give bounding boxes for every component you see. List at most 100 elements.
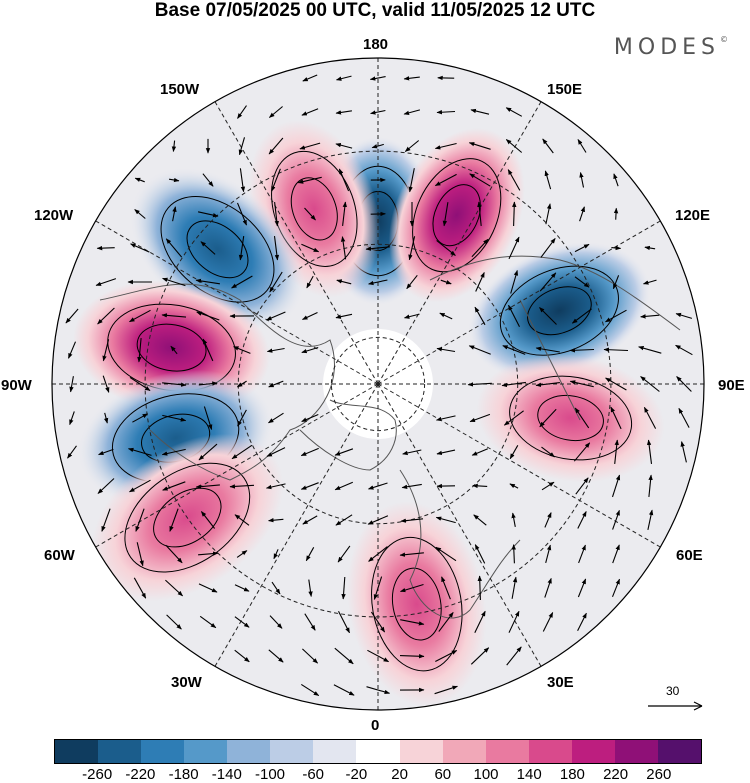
coastlines xyxy=(99,255,681,619)
wind-arrow xyxy=(539,307,557,325)
wind-arrow xyxy=(441,576,451,600)
wind-arrow xyxy=(161,448,186,456)
wind-arrow xyxy=(265,483,286,490)
colorbar-tick-label: -20 xyxy=(345,766,368,783)
wind-arrow xyxy=(399,654,425,659)
wind-arrow xyxy=(367,482,388,490)
wind-arrow xyxy=(67,445,77,459)
wind-arrow xyxy=(640,314,660,319)
wind-arrow xyxy=(474,306,486,326)
wind-arrow xyxy=(577,511,587,529)
wind-arrow xyxy=(271,581,281,595)
wind-arrow xyxy=(67,341,77,359)
colorbar-swatch xyxy=(270,740,314,763)
wind-arrow xyxy=(129,376,151,392)
wind-arrow xyxy=(605,377,627,391)
wind-arrow xyxy=(130,243,150,253)
wind-arrow xyxy=(169,508,179,532)
meridian-line xyxy=(377,383,542,667)
colorbar-tick-label: 60 xyxy=(434,766,452,783)
colorbar-swatch xyxy=(313,740,357,763)
wind-arrow xyxy=(509,483,519,489)
colorbar-tick-label: 260 xyxy=(646,766,672,783)
wind-arrow xyxy=(507,169,521,191)
wind-arrow xyxy=(574,407,590,429)
wind-arrow xyxy=(102,375,110,393)
wind-arrow xyxy=(129,309,151,323)
circulation-streamline xyxy=(290,177,338,241)
wind-arrow xyxy=(508,304,520,327)
colorbar xyxy=(54,739,702,764)
wind-arrow xyxy=(195,278,220,285)
wind-arrow xyxy=(368,546,388,562)
wind-arrow xyxy=(166,614,182,630)
wind-arrow xyxy=(234,514,250,526)
wind-arrow xyxy=(366,686,391,695)
wind-arrow xyxy=(308,579,313,597)
wind-arrow xyxy=(334,448,354,456)
wind-arrow xyxy=(610,406,622,430)
wind-arrow xyxy=(571,308,592,324)
colorbar-swatch xyxy=(528,740,572,763)
map-boundary xyxy=(51,57,705,711)
wind-arrow xyxy=(96,245,115,251)
wind-arrow xyxy=(439,312,453,320)
colorbar-swatch xyxy=(571,740,615,763)
wind-arrow xyxy=(544,170,552,190)
wind-arrow xyxy=(408,236,416,261)
colorbar-ticks: -260 -220 -180 -140 -100 -60 -20 20 60 100 140 180 2… xyxy=(54,766,702,783)
wind-arrow xyxy=(611,578,621,598)
wind-arrow xyxy=(198,381,218,386)
wind-arrow xyxy=(365,246,390,251)
wind-arrow xyxy=(300,447,319,457)
colorbar-swatch xyxy=(399,740,443,763)
coastline-europe xyxy=(399,469,521,619)
wind-arrow xyxy=(367,649,390,663)
wind-arrow xyxy=(471,448,489,456)
wind-arrow xyxy=(136,542,144,567)
wind-arrow xyxy=(474,544,486,564)
meridian-line xyxy=(214,101,379,385)
wind-arrow xyxy=(103,412,109,424)
label-120w: 120W xyxy=(34,207,74,224)
wind-arrow xyxy=(470,108,490,115)
wind-arrow xyxy=(237,105,247,119)
colorbar-swatch xyxy=(485,740,529,763)
wind-arrow xyxy=(196,311,220,321)
wind-arrow xyxy=(435,415,456,422)
wind-arrow xyxy=(469,173,491,187)
wind-arrow xyxy=(334,481,354,491)
wind-arrow xyxy=(304,613,316,631)
wind-arrow xyxy=(472,483,488,489)
wind-arrow xyxy=(400,619,425,626)
coastline-greenland xyxy=(299,399,397,471)
colorbar-swatch xyxy=(356,740,400,763)
wind-arrow xyxy=(302,312,318,320)
wind-arrow xyxy=(435,650,458,662)
wind-arrow xyxy=(266,447,286,457)
wind-arrow xyxy=(370,109,386,115)
wind-arrow xyxy=(165,579,184,597)
colorbar-tick-label: 20 xyxy=(391,766,408,783)
label-0: 0 xyxy=(371,717,380,734)
label-90e: 90E xyxy=(718,377,745,394)
wind-arrow xyxy=(302,648,319,664)
wind-arrow xyxy=(535,346,560,353)
wind-arrow xyxy=(503,410,524,426)
label-150w: 150W xyxy=(160,81,200,98)
wind-arrow xyxy=(438,611,454,632)
wind-arrow xyxy=(509,445,519,460)
wind-arrow xyxy=(474,610,486,634)
wind-arrow xyxy=(638,346,662,354)
wind-arrow xyxy=(301,683,320,697)
wind-arrow xyxy=(646,439,653,464)
wind-arrow xyxy=(268,649,284,663)
wind-arrow xyxy=(578,544,586,564)
wind-arrow xyxy=(510,269,519,294)
label-150e: 150E xyxy=(547,81,583,98)
wind-arrow xyxy=(436,110,456,115)
wind-arrow xyxy=(266,347,285,353)
wind-arrow xyxy=(233,346,251,354)
wind-arrow xyxy=(95,278,117,286)
wind-arrow xyxy=(134,209,146,219)
